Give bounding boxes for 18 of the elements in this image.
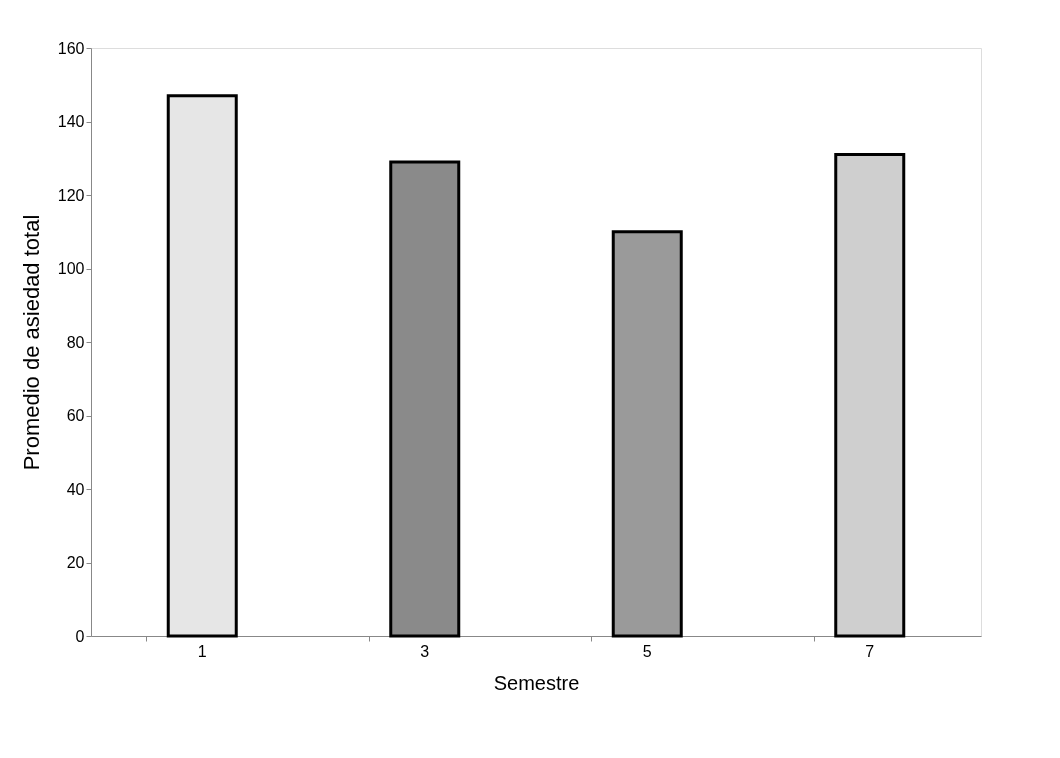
y-tick-label: 160 bbox=[57, 39, 85, 57]
x-axis-title: Semestre bbox=[493, 671, 580, 694]
bar bbox=[834, 153, 906, 638]
x-tick-label: 5 bbox=[642, 642, 652, 660]
y-tick-label: 100 bbox=[57, 260, 85, 277]
y-tick-label: 80 bbox=[66, 333, 85, 351]
x-tick-label: 3 bbox=[420, 642, 430, 660]
y-tick-label: 0 bbox=[75, 627, 85, 645]
y-tick-label: 60 bbox=[66, 407, 85, 424]
bar bbox=[611, 230, 683, 638]
y-tick-label: 120 bbox=[57, 186, 85, 204]
x-tick-label: 7 bbox=[865, 642, 875, 660]
y-tick-label: 140 bbox=[57, 113, 85, 130]
y-axis-title: Promedio de asiedad total bbox=[18, 214, 44, 471]
y-tick-label: 40 bbox=[66, 480, 85, 498]
x-tick-label: 1 bbox=[197, 642, 207, 660]
bar bbox=[166, 94, 238, 638]
y-tick-label: 20 bbox=[66, 554, 85, 571]
